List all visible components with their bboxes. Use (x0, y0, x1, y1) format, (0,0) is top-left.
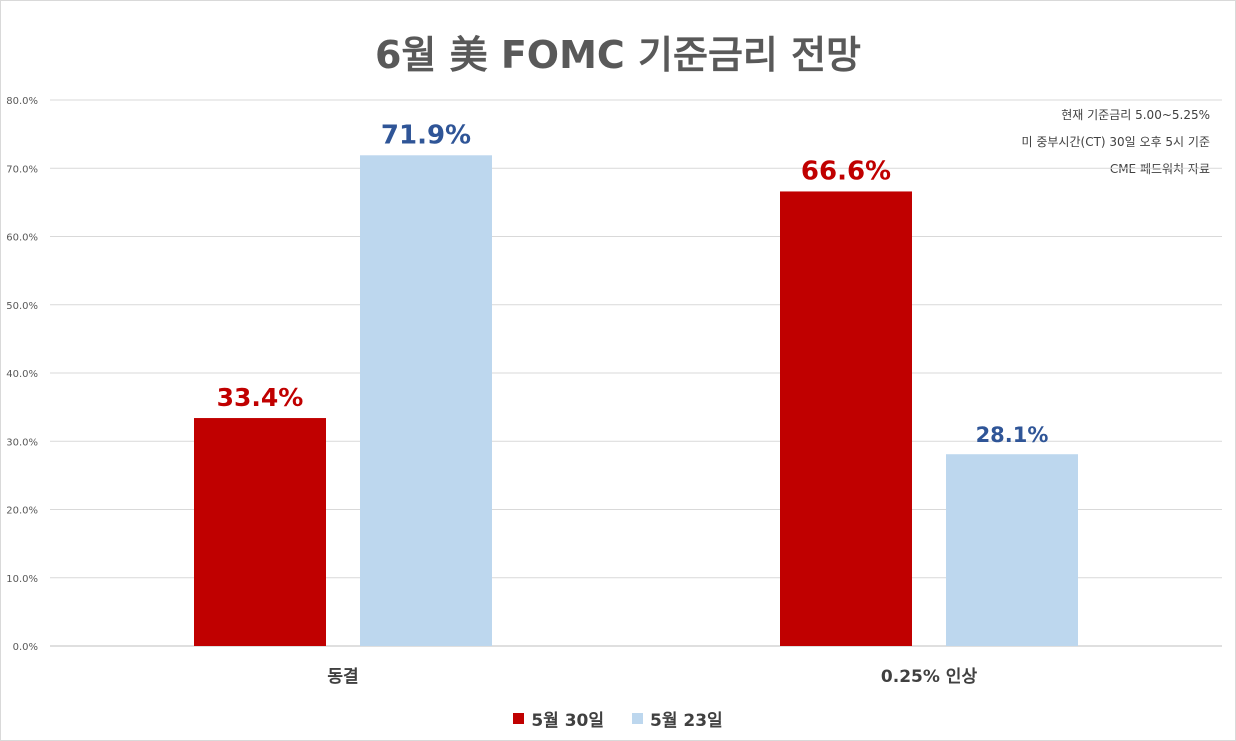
y-axis-ticks: 0.0% 10.0% 20.0% 30.0% 40.0% 50.0% 60.0% 70.0% 8… (6, 96, 38, 653)
x-tick-label: 동결 (327, 667, 358, 687)
legend-item-series-1: 5월 30일 (513, 706, 604, 731)
x-tick-label: 0.25% 인상 (881, 667, 978, 687)
bar-data-label: 71.9% (381, 120, 471, 150)
bar-data-label: 66.6% (801, 156, 891, 186)
note-time-basis: 미 중부시간(CT) 30일 오후 5시 기준 (1021, 135, 1211, 149)
bar-2-2 (946, 454, 1078, 646)
bar-1-2 (780, 191, 912, 646)
legend: 5월 30일 5월 23일 (0, 706, 1236, 731)
y-tick-label: 20.0% (6, 506, 38, 517)
bar-data-label: 33.4% (217, 383, 304, 412)
legend-swatch-red (513, 713, 525, 724)
y-tick-label: 80.0% (6, 96, 38, 107)
legend-swatch-blue (632, 713, 643, 724)
chart-notes: 현재 기준금리 5.00~5.25% 미 중부시간(CT) 30일 오후 5시 … (1022, 102, 1211, 183)
legend-item-series-2: 5월 23일 (632, 706, 723, 731)
y-tick-label: 30.0% (6, 437, 38, 448)
chart-title: 6월 美 FOMC 기준금리 전망 (374, 33, 862, 77)
y-tick-label: 70.0% (6, 164, 38, 175)
x-axis-ticks: 동결 0.25% 인상 (327, 667, 977, 687)
legend-label: 5월 23일 (650, 711, 723, 731)
note-current-rate: 현재 기준금리 5.00~5.25% (1061, 108, 1210, 122)
bar-2-1 (360, 155, 492, 646)
y-tick-label: 60.0% (6, 233, 38, 244)
y-tick-label: 40.0% (6, 369, 38, 380)
y-tick-label: 0.0% (13, 642, 38, 653)
y-tick-label: 50.0% (6, 301, 38, 312)
note-source: CME 페드워치 자료 (1109, 162, 1210, 176)
bar-labels: 33.4% 71.9% 66.6% 28.1% (217, 120, 1049, 447)
bar-data-label: 28.1% (976, 423, 1049, 447)
legend-label: 5월 30일 (531, 711, 604, 731)
bars (194, 155, 1078, 646)
y-tick-label: 10.0% (6, 574, 38, 585)
bar-1-1 (194, 418, 326, 646)
